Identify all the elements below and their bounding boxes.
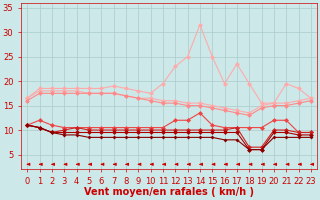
X-axis label: Vent moyen/en rafales ( km/h ): Vent moyen/en rafales ( km/h ) [84,187,254,197]
